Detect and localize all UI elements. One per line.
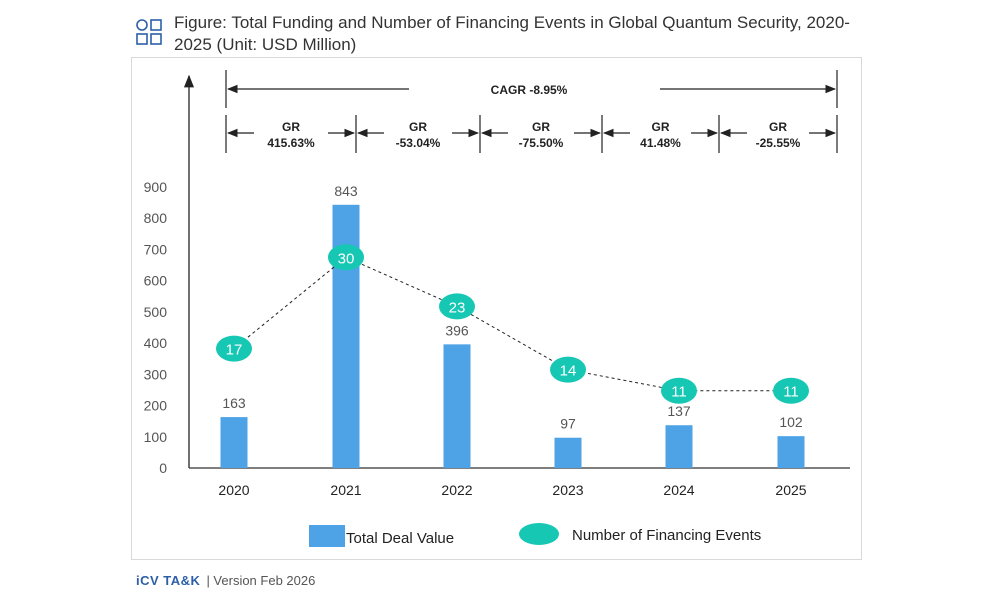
- x-tick-label: 2023: [552, 482, 583, 498]
- gr-label: GR: [282, 120, 300, 134]
- legend-bar-label: Total Deal Value: [346, 530, 454, 547]
- event-value-label: 30: [338, 250, 355, 267]
- x-tick-label: 2025: [775, 482, 806, 498]
- event-marker: [550, 356, 586, 383]
- y-tick-label: 100: [144, 429, 168, 445]
- y-tick-label: 900: [144, 179, 168, 195]
- y-tick-label: 300: [144, 366, 168, 382]
- y-tick-label: 600: [144, 273, 168, 289]
- gr-value: -53.04%: [396, 136, 441, 150]
- cagr-label: CAGR -8.95%: [491, 83, 568, 97]
- event-marker: [328, 244, 364, 271]
- event-value-label: 11: [671, 384, 687, 401]
- brand-logo-text: iCV TA&K: [136, 573, 201, 588]
- gr-value: -75.50%: [519, 136, 564, 150]
- events-line: [233, 256, 791, 392]
- bar: [220, 417, 248, 468]
- legend-bar-swatch: [309, 525, 345, 547]
- event-marker: [439, 293, 475, 320]
- bar: [554, 437, 582, 468]
- y-tick-label: 500: [144, 304, 168, 320]
- gr-label: GR: [409, 120, 427, 134]
- y-tick-label: 200: [144, 398, 168, 414]
- x-tick-label: 2024: [663, 482, 694, 498]
- chart-frame: 0 100 200 300 400 500 600 700 800 900 2020 2021 2022…: [131, 57, 862, 560]
- gr-value: 41.48%: [640, 136, 681, 150]
- bar-value-label: 97: [560, 416, 576, 432]
- bar-value-label: 163: [222, 395, 246, 411]
- version-text: | Version Feb 2026: [206, 573, 316, 588]
- footer: iCV TA&K | Version Feb 2026: [136, 573, 315, 588]
- x-tick-label: 2022: [441, 482, 472, 498]
- bar-value-label: 396: [445, 322, 469, 338]
- event-value-label: 23: [449, 299, 466, 316]
- gr-label: GR: [652, 120, 670, 134]
- chart-title: Figure: Total Funding and Number of Fina…: [174, 13, 850, 54]
- event-marker: [773, 377, 809, 404]
- legend-event-swatch: [519, 523, 559, 545]
- y-tick-label: 700: [144, 241, 168, 257]
- bar-value-label: 102: [779, 414, 803, 430]
- gr-label: GR: [769, 120, 787, 134]
- gr-value: -25.55%: [756, 136, 801, 150]
- y-tick-label: 800: [144, 210, 168, 226]
- y-tick-label: 0: [159, 460, 167, 476]
- bar-value-label: 137: [667, 403, 691, 419]
- y-tick-label: 400: [144, 335, 168, 351]
- bar: [777, 436, 805, 468]
- bar-value-label: 843: [334, 183, 358, 199]
- chart-canvas: 0 100 200 300 400 500 600 700 800 900 2020 2021 2022…: [144, 70, 850, 547]
- grid-squares-icon: [136, 19, 162, 45]
- bar: [665, 425, 693, 468]
- legend-event-label: Number of Financing Events: [572, 527, 761, 544]
- x-tick-label: 2020: [218, 482, 249, 498]
- gr-label: GR: [532, 120, 550, 134]
- event-value-label: 17: [226, 342, 243, 359]
- event-value-label: 14: [560, 363, 577, 380]
- x-tick-label: 2021: [330, 482, 361, 498]
- event-marker: [661, 377, 697, 404]
- event-marker: [216, 335, 252, 362]
- gr-value: 415.63%: [267, 136, 315, 150]
- event-value-label: 11: [783, 384, 799, 401]
- bar: [443, 344, 471, 468]
